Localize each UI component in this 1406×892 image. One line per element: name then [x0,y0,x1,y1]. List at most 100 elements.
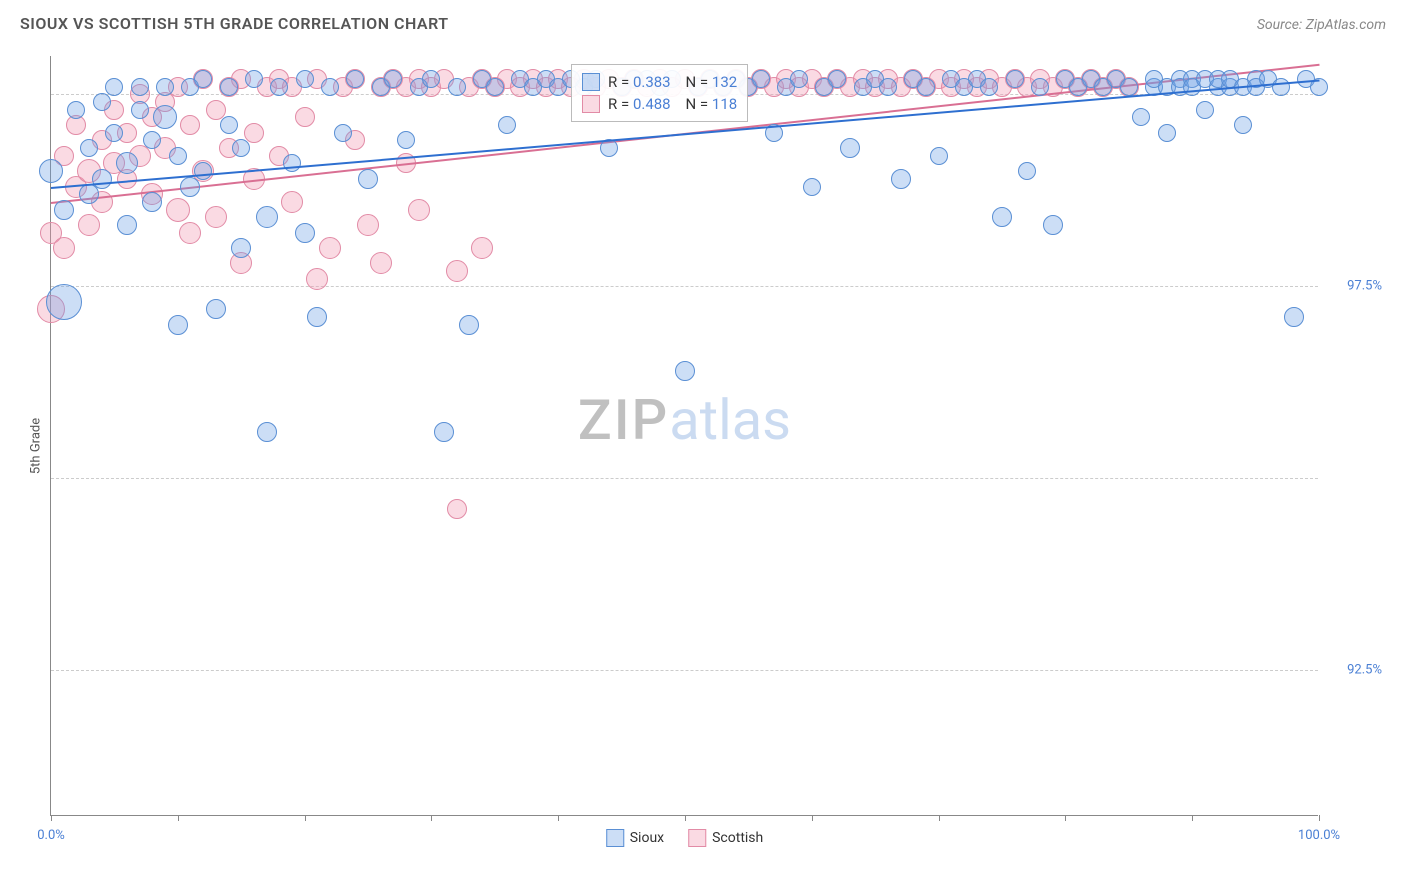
xtick [939,815,940,821]
legend-item-sioux: Sioux [606,829,664,847]
sioux-point [54,200,74,220]
n-value-sioux: 132 [712,73,737,91]
sioux-point [245,70,263,88]
sioux-point [39,159,63,183]
scottish-point [306,268,328,290]
scottish-point [281,191,303,213]
sioux-point [840,138,860,158]
sioux-point [992,207,1012,227]
xtick [178,815,179,821]
legend-label-sioux: Sioux [630,830,664,846]
sioux-point [142,192,162,212]
sioux-point [93,93,111,111]
scottish-point [370,252,392,274]
sioux-point [486,78,504,96]
n-label: N = [686,95,709,113]
scottish-point [53,237,75,259]
scottish-point [166,198,190,222]
sioux-point [67,101,85,119]
legend-row-scottish: R = 0.488 N = 118 [582,93,737,115]
sioux-point [1272,78,1290,96]
legend-row-sioux: R = 0.383 N = 132 [582,71,737,93]
gridline [51,670,1318,671]
sioux-point [1158,124,1176,142]
sioux-point [675,361,695,381]
scottish-point [447,499,467,519]
r-label: R = [608,95,629,113]
xtick [1192,815,1193,821]
sioux-point [1284,307,1304,327]
sioux-point [434,422,454,442]
sioux-point [206,299,226,319]
legend-label-scottish: Scottish [712,830,763,846]
sioux-point [1018,162,1036,180]
gridline [51,286,1318,287]
sioux-point [1234,116,1252,134]
r-value-scottish: 0.488 [633,95,671,113]
sioux-point [92,169,112,189]
sioux-point [194,162,212,180]
sioux-point [105,124,123,142]
swatch-scottish [582,95,600,113]
sioux-point [180,177,200,197]
legend-text-scottish: R = 0.488 N = 118 [608,95,737,113]
sioux-point [790,70,808,88]
sioux-point [80,139,98,157]
sioux-point [46,284,82,320]
sioux-point [1120,78,1138,96]
scottish-point [471,237,493,259]
sioux-point [448,78,466,96]
sioux-point [1043,215,1063,235]
sioux-point [803,178,821,196]
xtick [685,815,686,821]
sioux-point [232,139,250,157]
xtick-label: 0.0% [37,828,65,843]
chart-header: SIOUX VS SCOTTISH 5TH GRADE CORRELATION … [20,14,1386,33]
legend-text-sioux: R = 0.383 N = 132 [608,73,737,91]
sioux-point [143,131,161,149]
gridline [51,478,1318,479]
scottish-point [78,214,100,236]
legend-item-scottish: Scottish [688,829,763,847]
scottish-point [319,237,341,259]
r-value-sioux: 0.383 [633,73,671,91]
n-label: N = [686,73,709,91]
r-label: R = [608,73,629,91]
watermark: ZIPatlas [578,387,791,453]
swatch-sioux-bottom [606,829,624,847]
scottish-point [357,214,379,236]
sioux-point [397,131,415,149]
swatch-sioux [582,73,600,91]
sioux-point [1031,78,1049,96]
sioux-point [422,70,440,88]
sioux-point [384,70,402,88]
sioux-point [131,78,149,96]
sioux-point [459,315,479,335]
sioux-point [153,105,177,129]
sioux-point [105,78,123,96]
sioux-point [752,70,770,88]
sioux-point [879,78,897,96]
scottish-point [205,206,227,228]
sioux-point [321,78,339,96]
sioux-point [930,147,948,165]
y-axis-label: 5th Grade [29,418,44,474]
sioux-point [1006,70,1024,88]
xtick [51,815,52,821]
sioux-point [117,215,137,235]
sioux-point [194,70,212,88]
watermark-zip: ZIP [578,387,669,453]
sioux-point [257,422,277,442]
sioux-point [156,78,174,96]
scottish-point [446,260,468,282]
sioux-point [334,124,352,142]
sioux-point [169,147,187,165]
n-value-scottish: 118 [712,95,737,113]
sioux-point [1196,101,1214,119]
watermark-atlas: atlas [669,387,791,453]
sioux-point [346,70,364,88]
xtick [1319,815,1320,821]
sioux-point [220,78,238,96]
scottish-point [408,199,430,221]
xtick [1065,815,1066,821]
